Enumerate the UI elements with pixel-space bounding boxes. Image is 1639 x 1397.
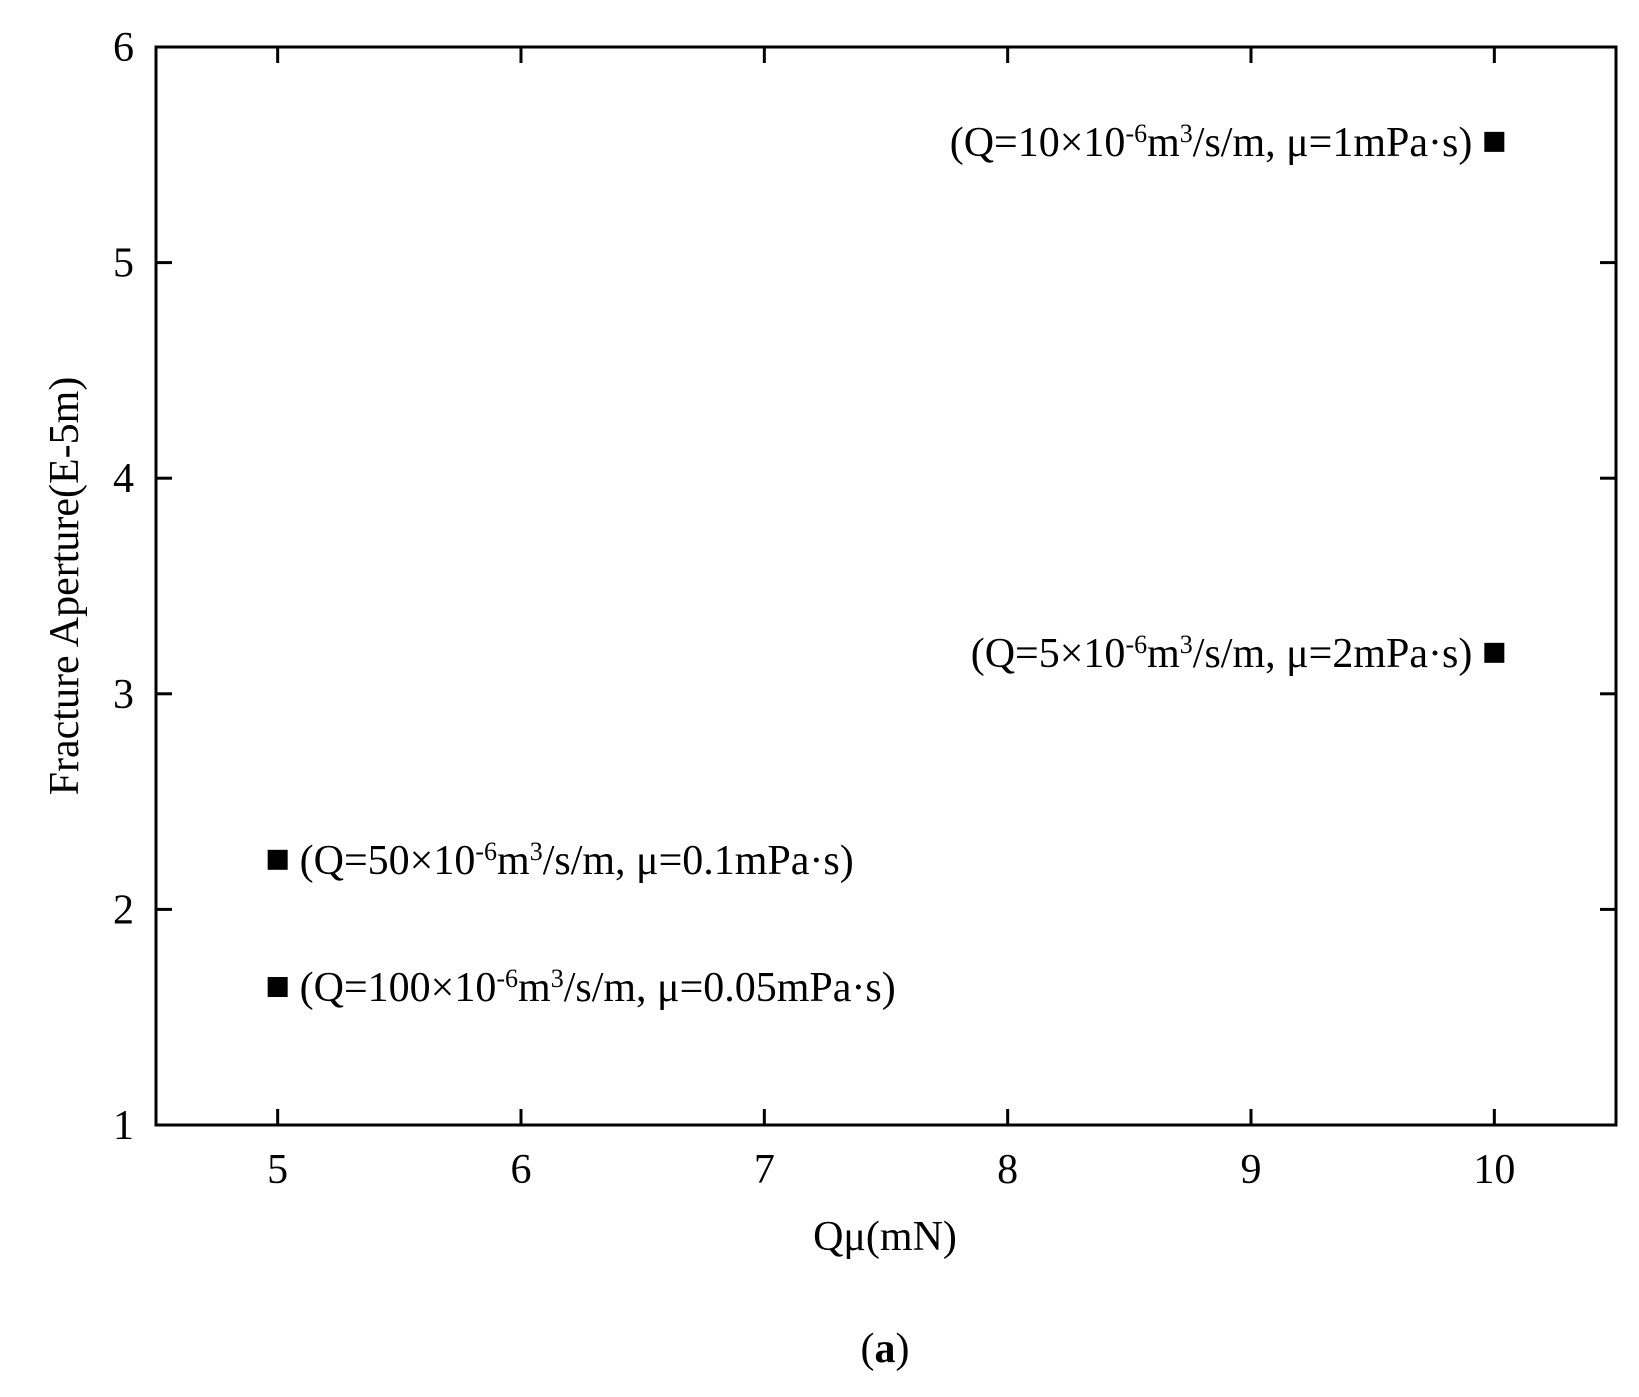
point-label-part: m xyxy=(497,838,530,884)
point-label-part: -6 xyxy=(1125,629,1147,658)
x-tick-label: 9 xyxy=(1241,1147,1262,1193)
point-label-part: (Q=100×10 xyxy=(300,965,497,1011)
y-tick-label: 5 xyxy=(113,241,134,287)
point-label-part: m xyxy=(518,965,551,1011)
point-label-part: -6 xyxy=(1125,118,1147,147)
y-tick-label: 6 xyxy=(113,25,134,71)
point-label-part: 3 xyxy=(1180,629,1193,658)
point xyxy=(1484,131,1505,152)
caption-part: ( xyxy=(861,1326,875,1372)
caption-part: ) xyxy=(896,1326,910,1372)
point-label-part: m xyxy=(1147,120,1180,166)
x-tick-label: 6 xyxy=(511,1147,532,1193)
plot-frame xyxy=(154,45,1618,1127)
point-label-part: m xyxy=(1147,631,1180,677)
point xyxy=(267,849,288,870)
point-label-part: (Q=5×10 xyxy=(971,631,1126,677)
point-label: (Q=10×10-6m3/s/m, μ=1mPa·s) xyxy=(950,118,1473,166)
y-axis-label: Fracture Aperture(E-5m) xyxy=(42,377,88,796)
point-label-part: /s/m, μ=1mPa·s) xyxy=(1193,120,1473,166)
point-label-part: -6 xyxy=(475,836,497,865)
y-tick-label: 3 xyxy=(113,672,134,718)
x-tick-label: 8 xyxy=(997,1147,1018,1193)
point-label-part: 3 xyxy=(530,836,543,865)
point-label-part: (Q=50×10 xyxy=(300,838,476,884)
y-tick-label: 1 xyxy=(113,1103,134,1149)
x-tick-label: 10 xyxy=(1473,1147,1515,1193)
point-label-part: /s/m, μ=0.05mPa·s) xyxy=(564,965,896,1011)
point-label-part: 3 xyxy=(1180,118,1193,147)
point-label: (Q=50×10-6m3/s/m, μ=0.1mPa·s) xyxy=(300,836,854,884)
caption-part: a xyxy=(875,1326,896,1372)
point-label-part: /s/m, μ=0.1mPa·s) xyxy=(543,838,854,884)
y-tick-label: 2 xyxy=(113,887,134,933)
x-tick-label: 7 xyxy=(754,1147,775,1193)
point-label: (Q=5×10-6m3/s/m, μ=2mPa·s) xyxy=(971,629,1473,677)
point-label-part: -6 xyxy=(496,964,518,993)
point-label-part: /s/m, μ=2mPa·s) xyxy=(1193,631,1473,677)
caption: (a) xyxy=(861,1326,910,1372)
x-tick-label: 5 xyxy=(267,1147,288,1193)
x-axis-label: Qμ(mN) xyxy=(813,1214,957,1260)
point-label: (Q=100×10-6m3/s/m, μ=0.05mPa·s) xyxy=(300,964,896,1012)
point-label-part: 3 xyxy=(551,964,564,993)
point xyxy=(1484,642,1505,663)
y-tick-label: 4 xyxy=(113,456,134,502)
point xyxy=(267,977,288,998)
point-label-part: (Q=10×10 xyxy=(950,120,1126,166)
